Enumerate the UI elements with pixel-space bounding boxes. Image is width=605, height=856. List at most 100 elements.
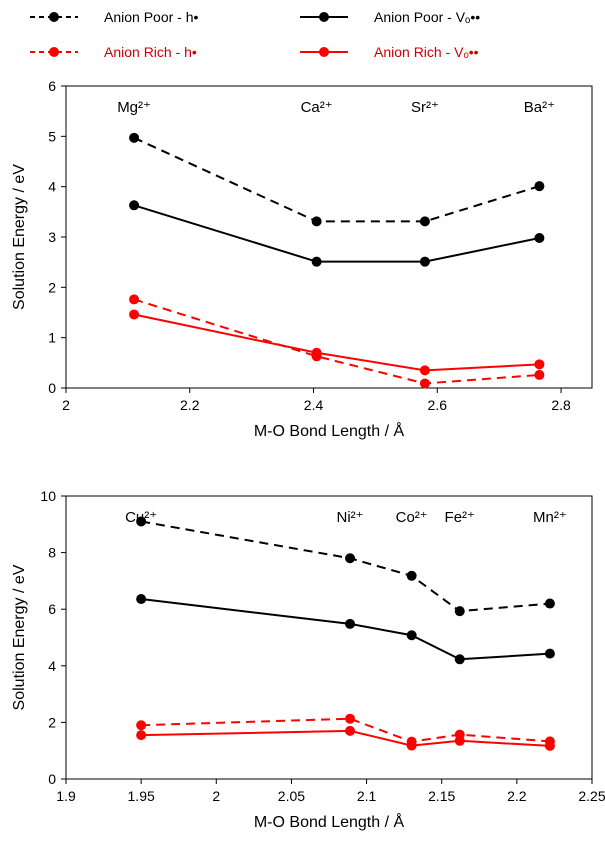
y-tick-label: 4 <box>48 179 56 195</box>
series-line <box>133 298 540 385</box>
data-point <box>454 654 465 665</box>
data-point <box>129 309 140 320</box>
series <box>129 294 545 389</box>
y-tick-label: 0 <box>48 771 56 787</box>
data-point <box>136 594 147 605</box>
y-tick-label: 4 <box>48 658 56 674</box>
plot-frame <box>65 495 593 780</box>
legend-item: Anion Rich - Vₒ•• <box>300 44 479 60</box>
legend-label: Anion Rich - Vₒ•• <box>374 44 479 60</box>
x-tick-label: 2.25 <box>578 788 605 804</box>
data-point <box>311 347 322 358</box>
ion-label: Mg²⁺ <box>117 99 151 116</box>
data-point <box>419 256 430 267</box>
y-tick-label: 2 <box>48 714 56 730</box>
series <box>129 200 545 267</box>
data-point <box>345 725 356 736</box>
y-axis-label: Solution Energy / eV <box>11 164 28 310</box>
series <box>136 594 555 665</box>
x-tick-label: 2.05 <box>278 788 305 804</box>
data-point <box>129 200 140 211</box>
series-line <box>133 136 540 223</box>
ion-label: Ni²⁺ <box>337 509 364 526</box>
legend-item: Anion Poor - h• <box>30 9 198 25</box>
x-axis-label: M-O Bond Length / Å <box>254 421 405 440</box>
data-point <box>544 648 555 659</box>
x-tick-label: 2 <box>212 788 220 804</box>
y-axis-label: Solution Energy / eV <box>11 564 28 710</box>
y-tick-label: 2 <box>48 279 56 295</box>
data-point <box>544 740 555 751</box>
x-tick-label: 2.2 <box>507 788 527 804</box>
ion-label: Mn²⁺ <box>533 509 567 526</box>
data-point <box>406 630 417 641</box>
legend-item: Anion Poor - Vₒ•• <box>300 9 480 25</box>
x-tick-label: 1.95 <box>128 788 155 804</box>
data-point <box>534 369 545 380</box>
legend: Anion Poor - h• Anion Poor - Vₒ•• Anion Ri… <box>30 9 480 60</box>
chart-transition-metal: 0 2 4 6 8 10 1.9 1.95 2 2.05 2.1 2.15 2.2 2.25 M-O Bon… <box>11 488 605 831</box>
data-point <box>419 365 430 376</box>
series <box>136 516 555 617</box>
y-tick-label: 3 <box>48 229 56 245</box>
y-tick-label: 6 <box>48 601 56 617</box>
data-point <box>136 720 147 731</box>
ion-label: Co²⁺ <box>396 509 428 526</box>
data-point <box>419 216 430 227</box>
series-line <box>133 313 540 372</box>
legend-marker <box>49 47 59 57</box>
ion-label: Fe²⁺ <box>445 509 475 526</box>
ion-label: Ca²⁺ <box>301 99 333 116</box>
x-tick-label: 2.6 <box>428 397 448 413</box>
data-point <box>419 378 430 389</box>
data-point <box>345 618 356 629</box>
plot-frame <box>65 85 593 389</box>
legend-marker <box>319 12 329 22</box>
series-line <box>133 204 540 263</box>
data-point <box>544 598 555 609</box>
data-point <box>454 606 465 617</box>
legend-label: Anion Poor - Vₒ•• <box>374 9 480 25</box>
data-point <box>129 132 140 143</box>
series <box>129 132 545 227</box>
data-point <box>534 359 545 370</box>
data-point <box>454 735 465 746</box>
data-point <box>136 516 147 527</box>
series <box>136 725 555 751</box>
data-point <box>345 553 356 564</box>
y-tick-label: 0 <box>48 380 56 396</box>
legend-label: Anion Poor - h• <box>104 9 198 25</box>
y-tick-label: 1 <box>48 330 56 346</box>
y-tick-label: 5 <box>48 128 56 144</box>
y-tick-label: 10 <box>40 488 56 504</box>
x-tick-label: 2.8 <box>551 397 571 413</box>
series <box>129 309 545 376</box>
ion-label: Sr²⁺ <box>411 99 439 116</box>
ion-label: Ba²⁺ <box>524 99 555 116</box>
legend-marker <box>319 47 329 57</box>
data-point <box>311 256 322 267</box>
chart-alkaline-earth: 0 1 2 3 4 5 6 2 2.2 2.4 2.6 2.8 M-O Bond Length / Å S… <box>11 78 593 440</box>
series-line <box>141 729 550 747</box>
x-tick-label: 2.1 <box>357 788 377 804</box>
legend-marker <box>49 12 59 22</box>
x-tick-label: 2.4 <box>304 397 324 413</box>
x-tick-label: 2.15 <box>428 788 455 804</box>
data-point <box>136 730 147 741</box>
y-tick-label: 6 <box>48 78 56 94</box>
x-tick-label: 1.9 <box>56 788 76 804</box>
x-axis-label: M-O Bond Length / Å <box>254 812 405 831</box>
x-tick-label: 2 <box>62 397 70 413</box>
x-tick-label: 2.2 <box>180 397 200 413</box>
data-point <box>406 740 417 751</box>
data-point <box>129 294 140 305</box>
data-point <box>345 713 356 724</box>
data-point <box>534 233 545 244</box>
data-point <box>311 216 322 227</box>
series-line <box>140 520 551 613</box>
y-tick-label: 8 <box>48 545 56 561</box>
data-point <box>406 570 417 581</box>
data-point <box>534 181 545 192</box>
legend-item: Anion Rich - h• <box>30 44 197 60</box>
